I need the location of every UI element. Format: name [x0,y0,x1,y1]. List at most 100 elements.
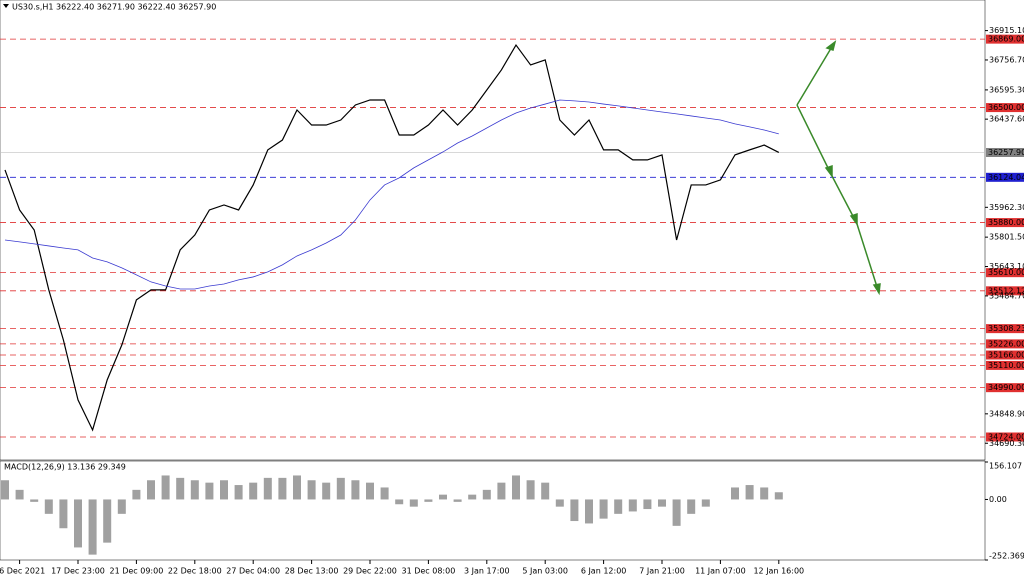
macd-bar [30,499,39,502]
macd-bar [322,482,331,500]
level-label: 35610.00 [988,268,1024,277]
macd-bar [176,477,185,500]
level-label: 35226.00 [988,339,1024,348]
macd-tick-label: 0.00 [989,495,1007,504]
macd-bar [599,499,608,519]
x-tick-label: 31 Dec 08:00 [401,567,455,576]
macd-bar [526,480,535,500]
macd-bar [249,482,258,500]
y-tick-label: 36756.70 [989,55,1024,64]
level-label: 36124.04 [988,173,1024,182]
macd-bar [234,485,243,500]
level-label: 35166.00 [988,351,1024,360]
macd-bar [103,499,112,543]
level-tag [986,103,1024,113]
macd-bar [731,487,739,500]
macd-title: MACD(12,26,9) 13.136 29.349 [4,463,126,472]
level-tag [986,324,1024,334]
x-tick-label: 29 Dec 22:00 [343,567,397,576]
macd-bar [658,499,666,507]
macd-bar [15,489,24,500]
macd-bar [263,477,272,500]
y-tick-label: 36915.10 [989,26,1024,35]
macd-bar [351,480,360,500]
macd-bar [74,499,82,548]
macd-panel [0,460,986,561]
macd-bar [117,499,126,514]
current-price-tag [986,147,1024,157]
level-label: 34990.00 [988,383,1024,392]
macd-bar [88,499,97,555]
level-label: 35110.00 [988,361,1024,370]
macd-bar [672,499,681,526]
x-tick-label: 22 Dec 18:00 [168,567,222,576]
level-tag [986,268,1024,278]
level-tag [986,339,1024,349]
macd-bar [439,494,447,500]
y-tick-label: 34848.90 [989,409,1024,418]
level-label: 36869.00 [988,35,1024,44]
macd-bar [336,477,345,500]
macd-bar [628,499,637,512]
macd-bar [555,499,564,507]
macd-bar [44,499,53,514]
y-tick-label: 35962.30 [989,203,1024,212]
x-tick-label: 7 Jan 21:00 [639,567,685,576]
macd-bar [760,487,769,500]
macd-bar [643,499,652,510]
macd-bar [147,480,155,500]
macd-bar [701,499,710,507]
macd-bar [409,499,418,507]
y-tick-label: 35643.10 [989,262,1024,271]
x-tick-label: 21 Dec 09:00 [109,567,163,576]
macd-bar [745,485,754,500]
level-label: 35308.23 [988,324,1024,333]
macd-bar [468,494,477,500]
macd-bar [205,482,214,500]
level-tag [986,172,1024,182]
level-label: 35880.00 [988,218,1024,227]
macd-bar [59,499,68,529]
macd-bar [307,480,316,500]
level-tag [986,383,1024,393]
level-label: 34724.00 [988,433,1024,442]
macd-bar [1,480,9,500]
y-tick-label: 36595.30 [989,85,1024,94]
x-tick-label: 28 Dec 13:00 [285,567,339,576]
macd-bar [570,499,579,522]
x-tick-label: 27 Dec 04:00 [226,567,280,576]
y-tick-label: 35484.70 [989,291,1024,300]
x-tick-label: 11 Jan 07:00 [695,567,746,576]
macd-bar [774,492,783,500]
macd-bar [380,487,389,500]
macd-bar [366,482,374,500]
level-label: 35512.12 [988,286,1024,295]
x-tick-label: 16 Dec 2021 [0,567,45,576]
macd-bar [395,499,404,505]
level-tag [986,34,1024,44]
price-line [4,99,779,290]
macd-bar [482,489,491,500]
current-price-label: 36257.90 [988,148,1024,157]
x-tick-label: 17 Dec 23:00 [51,567,105,576]
chart-title: US30.s,H1 36222.40 36271.90 36222.40 362… [12,3,216,12]
macd-bar [512,475,520,500]
x-tick-label: 12 Jan 16:00 [753,567,804,576]
macd-bar [687,499,696,514]
macd-bar [132,489,141,500]
forecast-arrows [796,40,881,296]
macd-tick-label: 156.107 [989,462,1022,471]
level-tag [986,350,1024,360]
menu-arrow [3,4,9,8]
macd-bar [424,499,433,502]
main-panel [0,0,986,461]
macd-bar [614,499,623,514]
level-label: 36500.00 [988,103,1024,112]
macd-bar [453,499,462,502]
macd-bar [190,480,199,500]
level-tag [986,286,1024,296]
macd-bar [497,482,506,500]
x-tick-label: 5 Jan 03:00 [522,567,568,576]
macd-bar [161,475,170,500]
